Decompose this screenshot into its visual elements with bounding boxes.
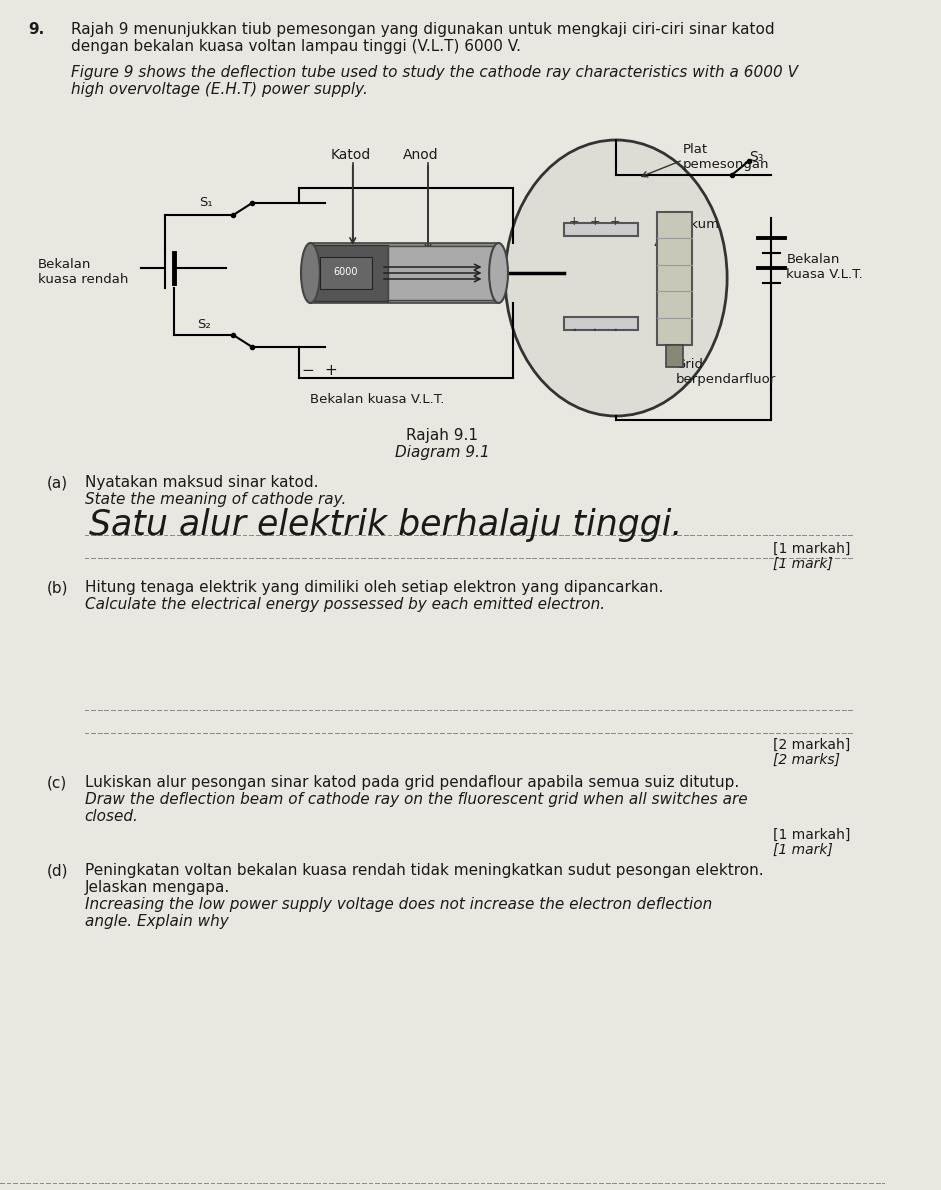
Text: Calculate the electrical energy possessed by each emitted electron.: Calculate the electrical energy possesse…: [85, 597, 605, 612]
Text: [1 markah]: [1 markah]: [774, 828, 851, 843]
Text: (b): (b): [47, 580, 69, 595]
Text: Diagram 9.1: Diagram 9.1: [394, 445, 489, 461]
Bar: [311, 243, 499, 303]
Text: S₁: S₁: [199, 196, 213, 209]
Text: Draw the deflection beam of cathode ray on the fluorescent grid when all switche: Draw the deflection beam of cathode ray …: [85, 793, 747, 825]
Ellipse shape: [301, 243, 320, 303]
Text: Grid
berpendarfluor: Grid berpendarfluor: [676, 358, 775, 386]
Text: Bekalan kuasa V.L.T.: Bekalan kuasa V.L.T.: [311, 393, 445, 406]
Text: +: +: [568, 215, 579, 228]
Bar: [666, 345, 683, 367]
Text: S₃: S₃: [749, 150, 763, 164]
Text: −: −: [301, 363, 313, 378]
Text: Bekalan
kuasa V.L.T.: Bekalan kuasa V.L.T.: [787, 253, 863, 281]
Text: Plat
pemesongan: Plat pemesongan: [683, 143, 770, 171]
Text: +: +: [589, 215, 599, 228]
Text: Hitung tenaga elektrik yang dimiliki oleh setiap elektron yang dipancarkan.: Hitung tenaga elektrik yang dimiliki ole…: [85, 580, 663, 595]
Text: ·: ·: [571, 322, 577, 340]
Text: Lukiskan alur pesongan sinar katod pada grid pendaflour apabila semua suiz ditut: Lukiskan alur pesongan sinar katod pada …: [85, 775, 739, 790]
Text: Anod: Anod: [403, 148, 439, 162]
Text: ·: ·: [613, 322, 618, 340]
Text: +: +: [610, 215, 620, 228]
Text: Bekalan
kuasa rendah: Bekalan kuasa rendah: [38, 258, 128, 286]
Text: Satu alur elektrik berhalaju tinggi.: Satu alur elektrik berhalaju tinggi.: [89, 508, 683, 541]
Text: (a): (a): [47, 475, 68, 490]
Ellipse shape: [505, 140, 727, 416]
Text: (c): (c): [47, 775, 68, 790]
Bar: [388, 246, 497, 300]
Text: Rajah 9.1: Rajah 9.1: [407, 428, 478, 443]
Text: State the meaning of cathode ray.: State the meaning of cathode ray.: [85, 491, 346, 507]
Text: [1 mark]: [1 mark]: [774, 843, 833, 857]
Text: S₂: S₂: [198, 318, 212, 331]
Text: 6000: 6000: [333, 267, 358, 277]
Text: [1 mark]: [1 mark]: [774, 557, 833, 571]
Text: [2 marks]: [2 marks]: [774, 753, 840, 768]
Text: [2 markah]: [2 markah]: [774, 738, 851, 752]
Bar: [312, 245, 388, 301]
Text: Peningkatan voltan bekalan kuasa rendah tidak meningkatkan sudut pesongan elektr: Peningkatan voltan bekalan kuasa rendah …: [85, 863, 763, 895]
Text: Figure 9 shows the deflection tube used to study the cathode ray characteristics: Figure 9 shows the deflection tube used …: [71, 65, 798, 98]
Bar: [320, 257, 372, 289]
Text: ·: ·: [592, 322, 598, 340]
Text: Rajah 9 menunjukkan tiub pemesongan yang digunakan untuk mengkaji ciri-ciri sina: Rajah 9 menunjukkan tiub pemesongan yang…: [71, 21, 774, 55]
Text: Katod: Katod: [331, 148, 372, 162]
Text: +: +: [325, 363, 337, 378]
Bar: [565, 223, 638, 236]
Bar: [565, 317, 638, 330]
Bar: [657, 212, 693, 345]
Text: [1 markah]: [1 markah]: [774, 541, 851, 556]
Text: 9.: 9.: [28, 21, 44, 37]
Text: Vakum: Vakum: [676, 218, 721, 231]
Ellipse shape: [489, 243, 508, 303]
Text: Increasing the low power supply voltage does not increase the electron deflectio: Increasing the low power supply voltage …: [85, 897, 712, 929]
Text: Nyatakan maksud sinar katod.: Nyatakan maksud sinar katod.: [85, 475, 318, 490]
Text: (d): (d): [47, 863, 69, 878]
